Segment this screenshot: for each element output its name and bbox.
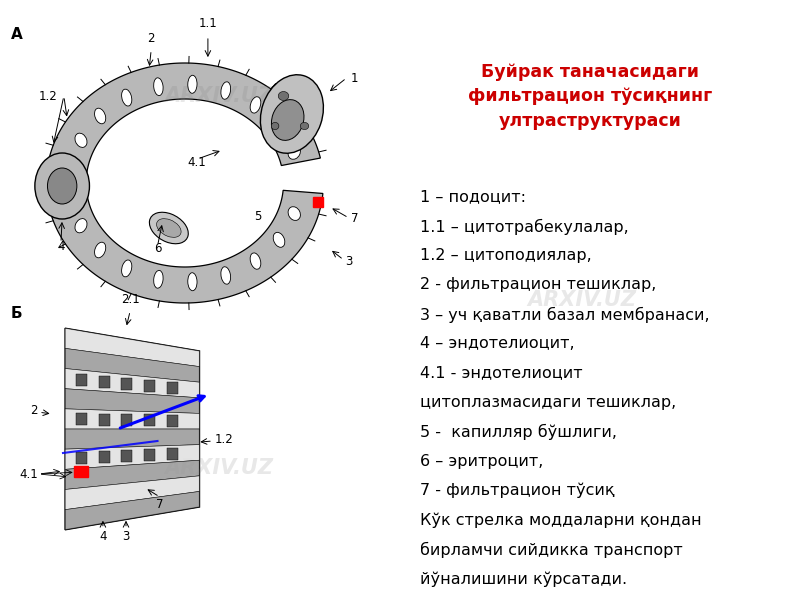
Polygon shape (65, 476, 199, 509)
Bar (76, 452, 86, 464)
Ellipse shape (154, 78, 163, 95)
Text: 1.1: 1.1 (198, 17, 218, 30)
Text: 4 – эндотелиоцит,: 4 – эндотелиоцит, (420, 336, 574, 351)
Polygon shape (65, 349, 199, 382)
Ellipse shape (274, 119, 285, 134)
Polygon shape (65, 368, 199, 398)
Bar (167, 448, 178, 460)
Polygon shape (65, 328, 199, 367)
Bar (98, 451, 110, 463)
Ellipse shape (188, 75, 197, 93)
Ellipse shape (65, 191, 78, 205)
Text: 4.1: 4.1 (19, 467, 38, 481)
Text: Буйрак таначасидаги
фильтрацион тўсиқнинг
ултраструктураси: Буйрак таначасидаги фильтрацион тўсиқнин… (468, 63, 712, 130)
Ellipse shape (75, 133, 87, 148)
Text: 6 – эритроцит,: 6 – эритроцит, (420, 454, 543, 469)
Ellipse shape (94, 108, 106, 124)
Ellipse shape (221, 82, 230, 99)
Ellipse shape (35, 153, 90, 219)
Ellipse shape (271, 100, 304, 140)
Polygon shape (65, 389, 199, 413)
Text: 7: 7 (156, 498, 163, 511)
Text: ARXIV.UZ: ARXIV.UZ (164, 86, 273, 106)
Ellipse shape (188, 273, 197, 291)
Ellipse shape (75, 218, 87, 233)
Ellipse shape (65, 161, 78, 175)
Text: 5: 5 (254, 209, 262, 223)
Text: 2: 2 (30, 404, 38, 418)
Text: ARXIV.UZ: ARXIV.UZ (164, 458, 273, 478)
Polygon shape (65, 328, 199, 530)
Ellipse shape (122, 260, 132, 277)
Bar (98, 376, 110, 388)
Bar (98, 413, 110, 425)
Text: 4: 4 (99, 530, 106, 543)
Ellipse shape (250, 253, 261, 269)
Text: 5 -  капилляр бўшлиги,: 5 - капилляр бўшлиги, (420, 424, 617, 440)
Polygon shape (65, 429, 199, 449)
Text: 7: 7 (350, 212, 358, 226)
Text: 3: 3 (122, 530, 130, 543)
Text: 4.1: 4.1 (187, 155, 206, 169)
Text: 2 - фильтрацион тешиклар,: 2 - фильтрацион тешиклар, (420, 277, 656, 292)
Text: Кўк стрелка моддаларни қондан: Кўк стрелка моддаларни қондан (420, 512, 702, 528)
Ellipse shape (154, 271, 163, 288)
Text: цитоплазмасидаги тешиклар,: цитоплазмасидаги тешиклар, (420, 395, 676, 410)
Bar (76, 374, 86, 386)
Text: 1 – подоцит:: 1 – подоцит: (420, 189, 526, 204)
Bar (144, 415, 155, 427)
Ellipse shape (271, 122, 279, 130)
Text: 2.1: 2.1 (121, 293, 139, 306)
Polygon shape (46, 63, 323, 303)
Text: 4: 4 (57, 239, 65, 253)
Bar (313, 197, 323, 207)
Text: 4.1 - эндотелиоцит: 4.1 - эндотелиоцит (420, 365, 582, 380)
Text: бирламчи сийдикка транспорт: бирламчи сийдикка транспорт (420, 542, 682, 558)
Text: йўналишини кўрсатади.: йўналишини кўрсатади. (420, 571, 627, 587)
Ellipse shape (47, 168, 77, 204)
Polygon shape (65, 445, 199, 469)
Text: 1.1 – цитотрабекулалар,: 1.1 – цитотрабекулалар, (420, 218, 629, 235)
Ellipse shape (260, 75, 323, 153)
Ellipse shape (150, 212, 188, 244)
Text: 1.2: 1.2 (214, 433, 233, 446)
Text: 3 – уч қаватли базал мембранаси,: 3 – уч қаватли базал мембранаси, (420, 307, 710, 323)
Ellipse shape (250, 97, 261, 113)
Bar (144, 380, 155, 392)
Ellipse shape (278, 91, 289, 100)
Bar (122, 378, 132, 390)
Text: 2: 2 (147, 32, 155, 45)
Ellipse shape (288, 207, 301, 220)
Text: 1: 1 (350, 71, 358, 85)
Polygon shape (65, 409, 199, 429)
Ellipse shape (94, 242, 106, 258)
Bar (167, 382, 178, 394)
Text: Б: Б (10, 306, 22, 321)
Ellipse shape (122, 89, 132, 106)
Ellipse shape (288, 146, 301, 159)
Ellipse shape (274, 232, 285, 247)
Text: 1.2 – цитоподиялар,: 1.2 – цитоподиялар, (420, 248, 591, 263)
Text: ARXIV.UZ: ARXIV.UZ (528, 290, 637, 310)
Ellipse shape (300, 122, 309, 130)
Text: 7 - фильтрацион тўсиқ: 7 - фильтрацион тўсиқ (420, 483, 614, 499)
Text: 3: 3 (346, 254, 353, 268)
Bar (122, 450, 132, 462)
Bar (122, 414, 132, 426)
Bar (144, 449, 155, 461)
Text: 6: 6 (154, 242, 162, 256)
Ellipse shape (221, 267, 230, 284)
Polygon shape (65, 491, 199, 530)
Bar (74, 466, 88, 477)
Bar (167, 415, 178, 427)
Ellipse shape (157, 218, 181, 238)
Polygon shape (65, 460, 199, 490)
Text: А: А (10, 27, 22, 42)
Bar (76, 413, 86, 425)
Text: 1.2: 1.2 (38, 89, 58, 103)
